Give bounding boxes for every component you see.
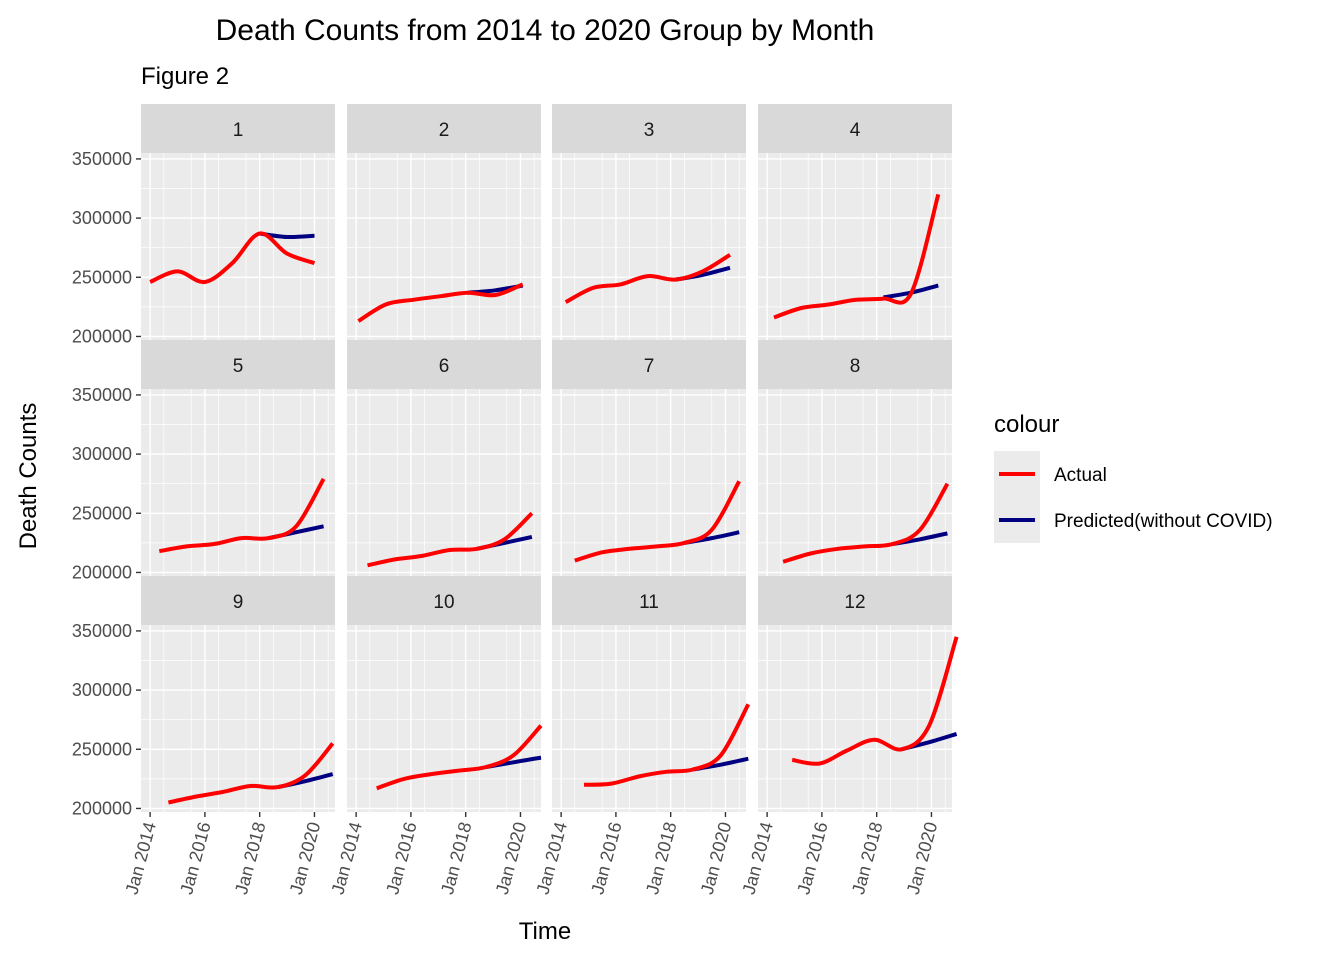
x-tick-label: Jan 2014 — [533, 820, 571, 897]
actual-line — [574, 480, 741, 563]
facet-strip-label: 5 — [233, 356, 244, 377]
panel-background — [758, 153, 952, 340]
legend: colour Actual Predicted(without COVID) — [994, 411, 1273, 543]
panel-background — [347, 153, 541, 340]
facet-strip — [552, 340, 746, 389]
facet-strip-label: 2 — [439, 120, 450, 141]
actual-line — [367, 511, 534, 568]
x-tick-label: Jan 2018 — [231, 820, 269, 897]
panel-background — [552, 389, 746, 576]
x-tick-label: Jan 2020 — [697, 820, 735, 897]
facet-panels: 1 200000 250000 300000 350000 2 3 4 5 200000 25000… — [72, 104, 959, 897]
facet-strip — [141, 576, 335, 625]
facet-strip-label: 12 — [844, 592, 865, 613]
facet-strip-label: 3 — [644, 120, 655, 141]
facet-strip — [552, 104, 746, 153]
panel-background — [141, 389, 335, 576]
facet-strip-label: 9 — [233, 592, 244, 613]
actual-line — [583, 703, 751, 787]
y-tick-label: 250000 — [72, 739, 132, 759]
facet-strip — [347, 340, 541, 389]
facet-strip — [758, 576, 952, 625]
legend-title: colour — [994, 411, 1059, 438]
actual-line — [791, 636, 959, 766]
y-tick-label: 300000 — [72, 444, 132, 464]
legend-label: Predicted(without COVID) — [1054, 511, 1273, 532]
actual-line — [357, 282, 524, 323]
y-tick-label: 200000 — [72, 562, 132, 582]
legend-label: Actual — [1054, 465, 1107, 486]
actual-line — [376, 724, 543, 791]
facet-strip — [758, 340, 952, 389]
facet-strip-label: 11 — [639, 592, 659, 613]
panel-background — [552, 625, 746, 812]
chart-title: Death Counts from 2014 to 2020 Group by … — [216, 14, 875, 47]
facet-strip — [141, 104, 335, 153]
panel-background — [552, 153, 746, 340]
actual-line — [158, 477, 326, 554]
facet-strip — [552, 576, 746, 625]
actual-line — [564, 253, 732, 304]
y-tick-label: 250000 — [72, 267, 132, 287]
x-tick-label: Jan 2020 — [286, 820, 324, 897]
y-tick-label: 350000 — [72, 621, 132, 641]
chart-subtitle: Figure 2 — [141, 63, 229, 90]
x-tick-label: Jan 2014 — [328, 820, 366, 897]
y-axis-label: Death Counts — [15, 403, 42, 550]
facet-strip-label: 6 — [439, 356, 450, 377]
x-axis-label: Time — [519, 918, 571, 945]
y-tick-label: 250000 — [72, 503, 132, 523]
x-tick-label: Jan 2020 — [492, 820, 530, 897]
facet-strip — [347, 104, 541, 153]
x-tick-label: Jan 2016 — [382, 820, 420, 897]
y-tick-label: 350000 — [72, 149, 132, 169]
actual-line — [782, 482, 950, 564]
x-tick-label: Jan 2016 — [587, 820, 625, 897]
x-tick-label: Jan 2020 — [903, 820, 941, 897]
actual-line — [149, 231, 316, 285]
panel-background — [758, 625, 952, 812]
y-tick-label: 350000 — [72, 385, 132, 405]
facet-strip — [347, 576, 541, 625]
panel-background — [141, 625, 335, 812]
y-tick-label: 300000 — [72, 208, 132, 228]
facet-strip-label: 7 — [644, 356, 655, 377]
facet-strip-label: 1 — [233, 120, 244, 141]
panel-background — [758, 389, 952, 576]
x-tick-label: Jan 2016 — [793, 820, 831, 897]
facet-strip-label: 10 — [433, 592, 454, 613]
panel-background — [347, 625, 541, 812]
x-tick-label: Jan 2014 — [739, 820, 777, 897]
x-tick-label: Jan 2016 — [176, 820, 214, 897]
facet-strip — [141, 340, 335, 389]
facet-strip-label: 4 — [850, 120, 861, 141]
y-tick-label: 200000 — [72, 326, 132, 346]
panel-background — [141, 153, 335, 340]
x-tick-label: Jan 2018 — [642, 820, 680, 897]
panel-background — [347, 389, 541, 576]
actual-line — [167, 742, 335, 805]
x-tick-label: Jan 2014 — [122, 820, 160, 897]
y-tick-label: 200000 — [72, 798, 132, 818]
actual-line — [773, 193, 941, 320]
facet-strip — [758, 104, 952, 153]
y-tick-label: 300000 — [72, 680, 132, 700]
x-tick-label: Jan 2018 — [437, 820, 475, 897]
x-tick-label: Jan 2018 — [848, 820, 886, 897]
facet-strip-label: 8 — [850, 356, 861, 377]
